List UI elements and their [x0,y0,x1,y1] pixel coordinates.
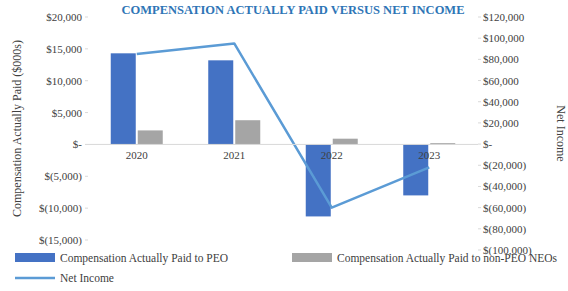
y-tick [85,80,88,81]
y-tick [85,144,88,145]
y2-tick-label: $40,000 [483,96,519,108]
y2-tick [478,38,481,39]
legend-swatch [15,277,55,280]
x-axis [88,144,478,145]
legend-label: Compensation Actually Paid to non-PEO NE… [337,252,558,265]
y-tick [85,48,88,49]
y2-tick [478,101,481,102]
y-tick [85,17,88,18]
y-tick-label: $- [73,138,83,150]
y-tick-label: $(10,000) [39,202,82,215]
x-tick-label: 2021 [223,149,245,161]
x-tick-label: 2020 [126,149,149,161]
y-tick [85,176,88,177]
y-tick-label: $5,000 [52,107,83,119]
y-axis-title: Compensation Actually Paid ($000s) [10,40,24,217]
bar [138,130,163,144]
y2-tick-label: $(80,000) [483,223,526,236]
y2-tick [478,59,481,60]
y2-tick-label: $(40,000) [483,180,526,193]
y2-tick-label: $60,000 [483,75,519,87]
y-tick-label: $(15,000) [39,234,82,247]
y-tick-label: $20,000 [46,11,82,23]
bar [111,53,136,144]
bar [333,139,358,145]
y2-tick-label: $(60,000) [483,202,526,215]
line [137,43,430,207]
bar [235,120,260,144]
plot-area [111,43,456,216]
chart: COMPENSATION ACTUALLY PAID VERSUS NET IN… [0,0,568,291]
x-tick-label: 2023 [418,149,441,161]
legend-label: Compensation Actually Paid to PEO [60,252,228,265]
y2-tick [478,80,481,81]
legend-swatch [292,253,332,262]
y2-axis-title: Net Income [554,105,568,161]
y2-tick-label: $100,000 [483,32,525,44]
y-tick-label: $(5,000) [44,170,82,183]
y2-tick [478,17,481,18]
y-tick [85,208,88,209]
y-tick [85,112,88,113]
y2-tick [478,186,481,187]
y-tick-label: $10,000 [46,75,82,87]
bar [208,60,233,144]
x-tick-label: 2022 [321,149,343,161]
y2-tick [478,144,481,145]
y2-tick [478,122,481,123]
y2-tick [478,228,481,229]
legend-label: Net Income [60,272,114,284]
y2-tick-label: $- [483,138,493,150]
y2-tick [478,250,481,251]
y-tick [85,240,88,241]
y2-tick [478,207,481,208]
title: COMPENSATION ACTUALLY PAID VERSUS NET IN… [122,3,465,17]
y-tick-label: $15,000 [46,43,82,55]
y2-tick-label: $(20,000) [483,159,526,172]
y2-tick-label: $80,000 [483,53,519,65]
legend-swatch [15,253,55,262]
y2-tick-label: $20,000 [483,117,519,129]
y2-tick [478,165,481,166]
y2-tick-label: $120,000 [483,11,525,23]
